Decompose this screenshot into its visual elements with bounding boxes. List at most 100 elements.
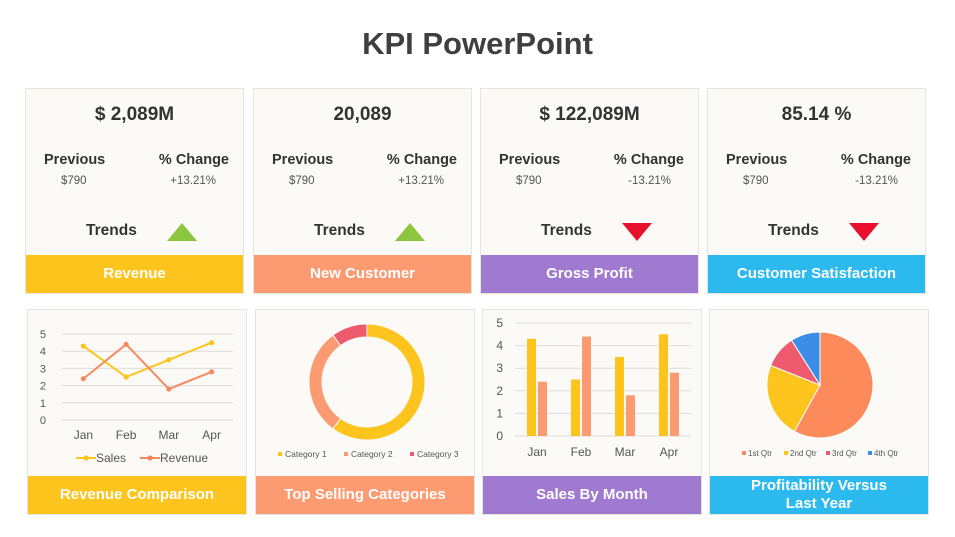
change-label: % Change <box>158 152 229 168</box>
donut-slice-3 <box>332 323 368 347</box>
legend-label: Category 1 <box>285 449 327 459</box>
pie-slice-1 <box>793 331 874 439</box>
bar <box>626 395 635 436</box>
previous-label: Previous <box>272 152 334 168</box>
legend-label: 1st Qtr <box>748 449 772 458</box>
bar <box>615 356 624 436</box>
trend-label: Trends <box>86 222 137 239</box>
legend-swatch <box>742 451 746 455</box>
chart-footer-sales-by-month: Sales By Month <box>483 476 701 514</box>
donut-slice-2 <box>308 334 342 430</box>
kpi-footer-gross-profit: Gross Profit <box>481 255 698 293</box>
change-value: -13.21% <box>628 175 671 187</box>
kpi-value: $ 2,089M <box>94 104 175 125</box>
legend-label: Category 2 <box>351 449 393 459</box>
legend-swatch <box>410 452 414 456</box>
change-value: -13.21% <box>855 175 898 187</box>
y-tick-label: 3 <box>40 363 46 375</box>
pie-slice-2 <box>766 364 821 433</box>
legend-label: 3rd Qtr <box>832 449 857 458</box>
change-label: % Change <box>613 152 684 168</box>
bar <box>571 379 580 436</box>
change-label: % Change <box>840 152 911 168</box>
legend-swatch <box>868 451 872 455</box>
trend-label: Trends <box>541 222 592 239</box>
kpi-value: 20,089 <box>333 104 392 125</box>
chart-footer-profitability: Profitability Versus Last Year <box>710 476 928 514</box>
legend-swatch <box>784 451 788 455</box>
kpi-footer-new-customer: New Customer <box>254 255 471 293</box>
previous-value: $790 <box>61 175 87 187</box>
data-point <box>80 376 86 382</box>
chart-card-sales-by-month: 0 1 2 3 4 5 Jan Feb Mar Apr Sales By Month <box>482 309 702 515</box>
triangle-up-icon <box>167 223 197 241</box>
x-tick-label: Mar <box>159 428 180 442</box>
data-point <box>209 340 215 346</box>
change-value: +13.21% <box>170 175 216 187</box>
legend-label: 2nd Qtr <box>790 449 817 458</box>
bar <box>527 338 536 436</box>
data-point <box>209 369 215 375</box>
x-tick-label: Feb <box>116 428 137 442</box>
trend-label: Trends <box>314 222 365 239</box>
y-tick-label: 2 <box>40 381 46 393</box>
legend-label: Sales <box>96 451 126 465</box>
kpi-card-customer-satisfaction: 85.14 % Previous % Change $790 -13.21% T… <box>707 88 926 294</box>
kpi-value: 85.14 % <box>781 104 852 125</box>
data-point <box>123 374 129 380</box>
x-tick-label: Jan <box>74 428 93 442</box>
x-tick-label: Mar <box>615 445 636 459</box>
bar-chart: 0 1 2 3 4 5 Jan Feb Mar Apr <box>496 316 691 459</box>
previous-label: Previous <box>44 152 106 168</box>
change-value: +13.21% <box>398 175 444 187</box>
previous-value: $790 <box>289 175 315 187</box>
series-line-sales <box>82 341 212 379</box>
kpi-value: $ 122,089M <box>539 104 640 125</box>
chart-card-profitability: 1st Qtr 2nd Qtr 3rd Qtr 4th Qtr Profitabili… <box>709 309 929 515</box>
series-line-revenue <box>82 342 212 391</box>
triangle-down-icon <box>622 223 652 241</box>
y-tick-label: 5 <box>40 329 46 341</box>
bar <box>670 372 679 436</box>
kpi-card-gross-profit: $ 122,089M Previous % Change $790 -13.21… <box>480 88 699 294</box>
legend-label: 4th Qtr <box>874 449 899 458</box>
chart-footer-revenue-comparison: Revenue Comparison <box>28 476 246 514</box>
y-tick-label: 1 <box>496 406 503 420</box>
y-tick-label: 0 <box>40 415 46 427</box>
kpi-card-revenue: $ 2,089M Previous % Change $790 +13.21% … <box>25 88 244 294</box>
pie-slice-4 <box>790 331 821 387</box>
y-tick-label: 4 <box>496 339 503 353</box>
legend-label: Revenue <box>160 451 208 465</box>
y-tick-label: 2 <box>496 384 503 398</box>
legend-marker <box>83 455 89 461</box>
legend-swatch <box>344 452 348 456</box>
kpi-footer-customer-satisfaction: Customer Satisfaction <box>708 255 925 293</box>
bar <box>538 381 547 436</box>
change-label: % Change <box>386 152 457 168</box>
previous-label: Previous <box>499 152 561 168</box>
bar <box>659 334 668 436</box>
kpi-footer-revenue: Revenue <box>26 255 243 293</box>
pie-chart: 1st Qtr 2nd Qtr 3rd Qtr 4th Qtr <box>742 331 899 458</box>
legend-swatch <box>826 451 830 455</box>
x-tick-label: Apr <box>660 445 679 459</box>
legend-swatch <box>278 452 282 456</box>
kpi-card-new-customer: 20,089 Previous % Change $790 +13.21% Tr… <box>253 88 472 294</box>
x-tick-label: Feb <box>571 445 592 459</box>
legend-marker <box>147 455 153 461</box>
x-tick-label: Apr <box>202 428 221 442</box>
data-point <box>80 343 86 349</box>
legend-label: Category 3 <box>417 449 459 459</box>
y-tick-label: 5 <box>496 316 503 330</box>
chart-card-revenue-comparison: 0 1 2 3 4 5 Jan Feb Mar Apr Sales Revenue Revenue C… <box>27 309 247 515</box>
previous-label: Previous <box>726 152 788 168</box>
y-tick-label: 1 <box>40 398 46 410</box>
y-tick-label: 3 <box>496 361 503 375</box>
page-title: KPI PowerPoint <box>362 26 593 61</box>
data-point <box>166 386 172 392</box>
data-point <box>166 357 172 363</box>
donut-chart: Category 1 Category 2 Category 3 <box>278 323 459 459</box>
chart-card-top-selling: Category 1 Category 2 Category 3 Top Selli… <box>255 309 475 515</box>
chart-footer-top-selling: Top Selling Categories <box>256 476 474 514</box>
trend-label: Trends <box>768 222 819 239</box>
